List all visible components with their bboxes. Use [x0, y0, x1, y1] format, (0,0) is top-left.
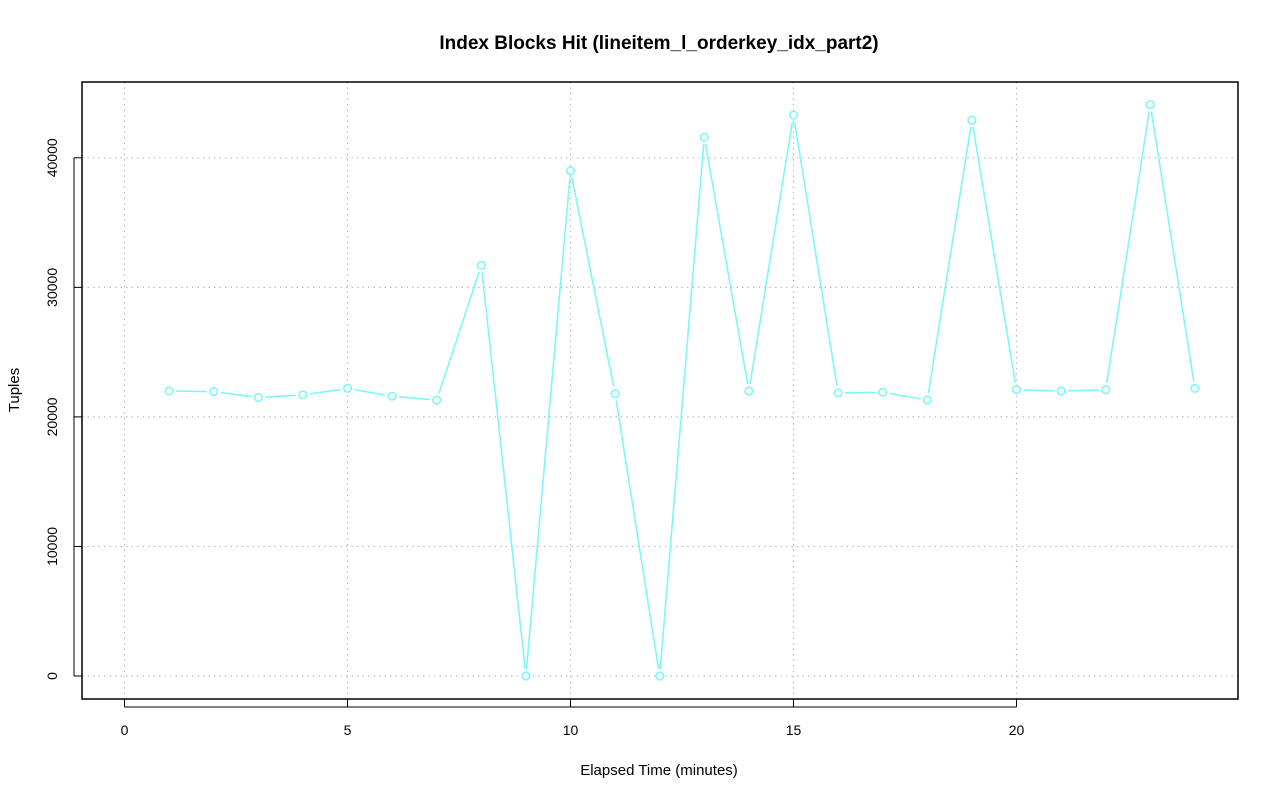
data-point [967, 115, 977, 125]
x-tick-label: 10 [563, 722, 579, 738]
data-point [878, 387, 888, 397]
data-point [476, 260, 486, 270]
data-point [387, 391, 397, 401]
data-point [521, 671, 531, 681]
data-point [565, 166, 576, 176]
data-point [1101, 385, 1111, 395]
data-point [1190, 383, 1200, 393]
series-segment [265, 394, 296, 398]
series-segment [220, 391, 252, 398]
x-tick-label: 5 [344, 722, 352, 738]
series-segment [354, 388, 386, 396]
data-point [655, 671, 665, 681]
data-point [432, 395, 442, 405]
data-point [744, 386, 754, 396]
series-segment [704, 143, 749, 385]
x-tick-label: 15 [786, 722, 802, 738]
y-tick-label: 10000 [44, 527, 60, 566]
data-point [699, 132, 709, 142]
data-point [833, 388, 843, 398]
y-tick-label: 0 [44, 672, 60, 680]
series-segment [1105, 111, 1151, 383]
series-segment [889, 392, 921, 400]
x-tick-label: 0 [121, 722, 129, 738]
y-axis: 0 10000 20000 30000 40000 [44, 138, 82, 680]
data-point [1056, 386, 1066, 396]
data-point [253, 392, 263, 403]
series-segment [309, 388, 341, 395]
series-segment [659, 143, 705, 670]
series-line [164, 100, 1200, 681]
series-segment [525, 177, 571, 670]
data-point [788, 110, 799, 120]
series-segment [793, 121, 838, 387]
series-segment [1068, 389, 1099, 392]
data-point [1011, 385, 1022, 395]
y-tick-label: 40000 [44, 138, 60, 177]
x-tick-label: 20 [1009, 722, 1025, 738]
y-axis-label: Tuples [6, 368, 23, 412]
data-point [298, 390, 308, 400]
x-axis-label: Elapsed Time (minutes) [580, 762, 738, 779]
x-axis: 0 5 10 15 20 [121, 699, 1025, 738]
data-point [610, 388, 620, 399]
series-segment [399, 395, 430, 401]
data-point [209, 387, 219, 397]
series-segment [972, 127, 1017, 383]
series-segment [615, 400, 660, 670]
data-point [342, 383, 353, 393]
series-segment [749, 121, 794, 385]
series-segment [927, 127, 972, 394]
series-segment [1023, 389, 1055, 392]
series-segment [438, 271, 480, 394]
series-segment [571, 177, 615, 387]
y-tick-label: 30000 [44, 268, 60, 307]
data-point [922, 395, 932, 405]
data-point [164, 386, 174, 396]
plot-frame [81, 81, 1239, 700]
series-segment [481, 272, 526, 670]
series-segment [1150, 111, 1195, 382]
chart-title: Index Blocks Hit (lineitem_l_orderkey_id… [439, 33, 878, 54]
data-point [1145, 100, 1155, 110]
y-tick-label: 20000 [44, 397, 60, 436]
